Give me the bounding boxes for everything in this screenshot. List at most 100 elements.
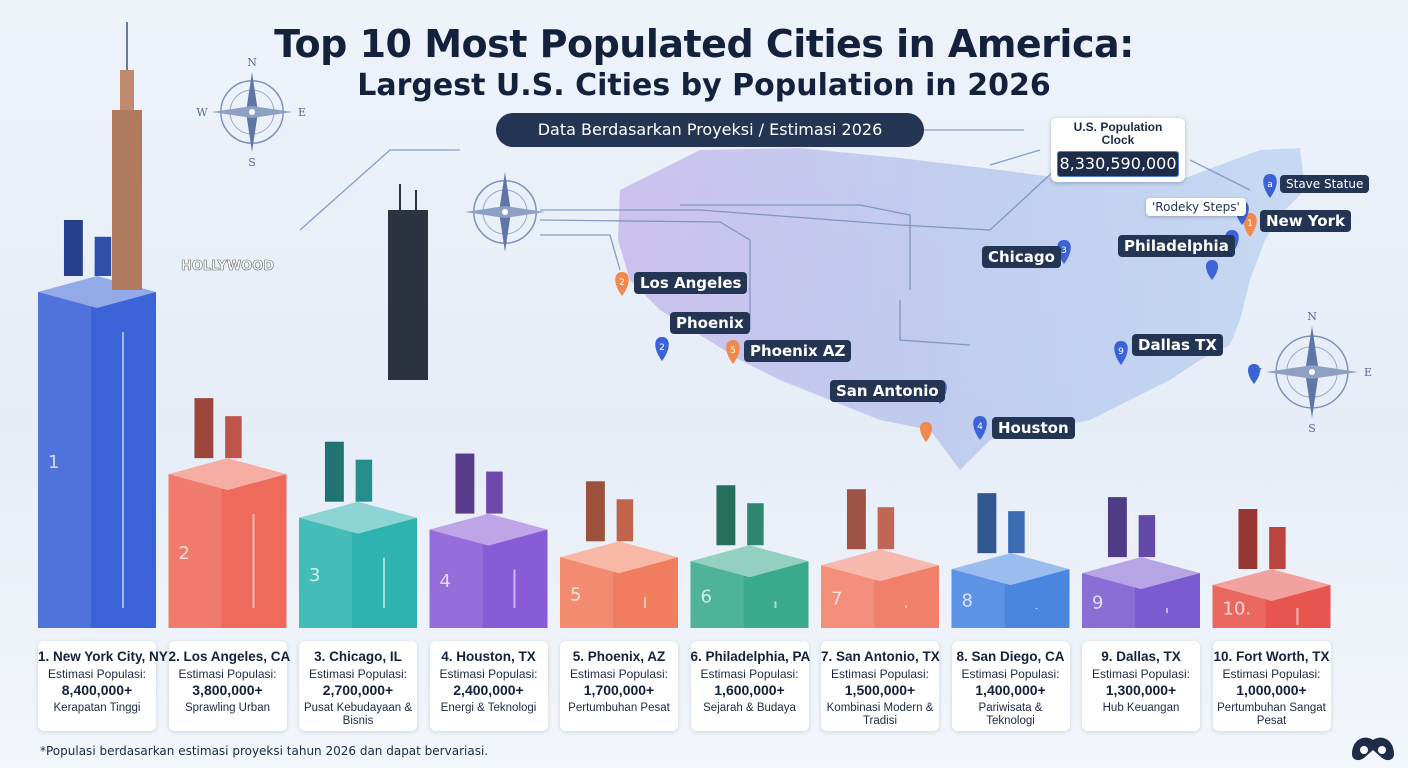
map-city-label: New York [1260, 210, 1351, 232]
landmark-building-icon [194, 398, 214, 459]
bar-top-face [299, 501, 417, 534]
bar-rank-label: 4 [440, 571, 451, 592]
bar-9: 9 [1082, 497, 1200, 628]
landmark-building-icon [455, 453, 475, 514]
map-pin-icon: 1 [1243, 213, 1257, 237]
bar-2: 2 [168, 398, 287, 628]
brand-logo-icon [1352, 737, 1394, 761]
city-card: 10. Fort Worth, TX Estimasi Populasi: 1,00… [1212, 641, 1331, 731]
bar-3: 3 [299, 441, 417, 628]
city-card-caption: Estimasi Populasi: [47, 667, 147, 681]
city-card-description: Hub Keuangan [1102, 702, 1180, 714]
compass-rose-icon [465, 172, 545, 252]
bar-6: 6 [690, 485, 809, 628]
landmark-building-icon [1107, 497, 1127, 558]
map-pin-number: a [1267, 180, 1273, 190]
map-pin-icon: 2 [615, 272, 629, 296]
city-card: 3. Chicago, IL Estimasi Populasi: 2,700,00… [299, 641, 417, 731]
landmark-building-icon [585, 481, 605, 542]
map-city-label: Chicago [982, 246, 1061, 268]
bar-top-face [560, 541, 678, 574]
city-card-caption: Estimasi Populasi: [1222, 667, 1321, 681]
bar-1: 1 [38, 220, 156, 628]
city-card-population: 1,000,000+ [1236, 682, 1307, 698]
map-city-label: Phoenix [670, 312, 750, 334]
bar-rank-label: 1 [48, 452, 59, 473]
map-pin-icon: 9 [1114, 341, 1128, 365]
city-card-caption: Estimasi Populasi: [700, 667, 799, 681]
compass-letter-e: E [298, 106, 306, 119]
city-card-description: Kombinasi Modern & Tradisi [826, 702, 934, 727]
landmark-building-icon [846, 489, 866, 550]
map-pin-number: 1 [1247, 219, 1253, 229]
map-pin-icon [1248, 364, 1260, 384]
compass-letter-e: E [1364, 366, 1372, 379]
compass-letter-s: S [248, 156, 256, 169]
city-card-description: Kerapatan Tinggi [53, 702, 141, 714]
map-city-label: Houston [992, 417, 1075, 439]
city-card-caption: Estimasi Populasi: [1091, 667, 1191, 681]
map-city-label: Phoenix AZ [744, 340, 852, 362]
city-card-population: 1,500,000+ [844, 682, 916, 698]
city-card-name: 6. Philadelphia, PA [690, 649, 811, 664]
bar-rank-label: 5 [570, 585, 581, 606]
city-card-description: Pertumbuhan Pesat [568, 702, 670, 714]
bar-top-face [821, 549, 939, 582]
city-card-caption: Estimasi Populasi: [439, 667, 538, 681]
map-city-label: Dallas TX [1132, 334, 1223, 356]
compass-letter-w: W [196, 106, 208, 119]
city-card: 4. Houston, TX Estimasi Populasi: 2,400,00… [429, 641, 548, 731]
footnote: *Populasi berdasarkan estimasi proyeksi … [40, 744, 489, 758]
empire-state-building-icon [112, 22, 142, 290]
map-city-label: Philadelphia [1118, 235, 1235, 257]
bar-rank-label: 9 [1092, 593, 1103, 614]
city-card-population: 1,700,000+ [583, 682, 655, 698]
bar-rank-label: 8 [962, 591, 973, 612]
bar-5: 5 [560, 481, 678, 628]
city-card-caption: Estimasi Populasi: [308, 667, 408, 681]
city-card-name: 2. Los Angeles, CA [168, 649, 291, 664]
map-pin-icon: 5 [726, 340, 740, 364]
willis-tower-icon [388, 184, 428, 380]
city-card-population: 3,800,000+ [192, 682, 263, 698]
page-title: Top 10 Most Populated Cities in America: [274, 22, 1134, 66]
compass-letter-s: S [1308, 422, 1316, 435]
city-card: 8. San Diego, CA Estimasi Populasi: 1,400,… [951, 641, 1070, 731]
map-pin-icon: 2 [655, 337, 669, 361]
city-card-caption: Estimasi Populasi: [569, 667, 669, 681]
bar-rank-label: 7 [831, 589, 842, 610]
map-pin-number: 2 [619, 278, 625, 288]
city-card-population: 1,400,000+ [975, 682, 1046, 698]
city-card-name: 1. New York City, NY [38, 649, 168, 664]
bar-top-face [429, 513, 548, 546]
city-card-caption: Estimasi Populasi: [961, 667, 1060, 681]
city-card-description: Pariwisata & Teknologi [978, 702, 1043, 727]
city-card: 6. Philadelphia, PA Estimasi Populasi: 1,6… [690, 641, 811, 731]
map-pin-number: 5 [730, 346, 736, 356]
map-city-label: San Antonio [830, 380, 945, 402]
map-pin-number: 4 [977, 422, 983, 432]
city-card-name: 7. San Antonio, TX [821, 649, 940, 664]
bar-top-face [1212, 569, 1331, 601]
map-pin-number: 2 [659, 343, 665, 353]
map-city-label: Los Angeles [634, 272, 748, 294]
map-pin-icon: 4 [973, 416, 987, 440]
city-card-description: Sprawling Urban [184, 702, 270, 714]
city-card-description: Pertumbuhan Sangat Pesat [1217, 702, 1326, 727]
city-card: 1. New York City, NY Estimasi Populasi: 8,… [38, 641, 168, 731]
map-connector-lines [299, 129, 1251, 346]
city-card-name: 9. Dallas, TX [1101, 649, 1181, 664]
map-pin-icon: a [1263, 174, 1277, 198]
city-card: 2. Los Angeles, CA Estimasi Populasi: 3,80… [168, 641, 291, 731]
data-note-pill: Data Berdasarkan Proyeksi / Estimasi 202… [496, 113, 924, 147]
population-clock-label: U.S. Population Clock [1073, 120, 1163, 147]
city-card-description: Energi & Teknologi [440, 702, 537, 714]
city-card-population: 2,400,000+ [453, 682, 524, 698]
city-card: 5. Phoenix, AZ Estimasi Populasi: 1,700,00… [560, 641, 678, 731]
landmark-building-icon [977, 493, 997, 554]
bar-rank-label: 2 [179, 543, 190, 564]
bar-top-face [951, 553, 1070, 586]
bar-8: 8 [951, 493, 1070, 628]
city-card-name: 8. San Diego, CA [956, 649, 1065, 664]
landmark-building-icon [324, 441, 344, 502]
